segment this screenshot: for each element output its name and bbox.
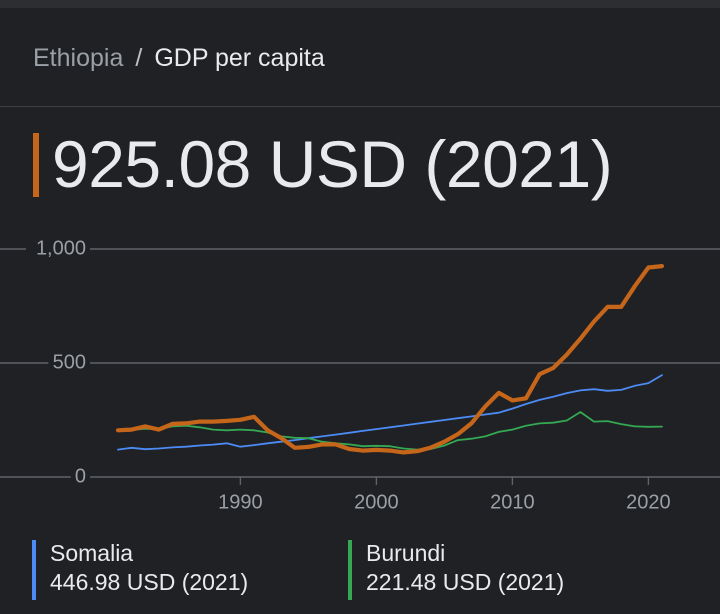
gdp-line-chart[interactable]: 0 500 1,000 1990 2000 2010 2020 bbox=[0, 225, 720, 525]
top-divider bbox=[0, 0, 720, 8]
headline-accent-bar bbox=[33, 133, 39, 197]
x-tick-label-0: 1990 bbox=[218, 491, 263, 513]
legend-name-somalia: Somalia bbox=[50, 540, 134, 566]
y-tick-label-1: 500 bbox=[53, 351, 86, 373]
y-tick-label-bg-0 bbox=[70, 465, 90, 489]
legend-color-somalia bbox=[32, 540, 36, 600]
x-tick-label-1: 2000 bbox=[354, 491, 399, 513]
y-tick-label-bg-2 bbox=[26, 237, 90, 261]
series-line-burundi bbox=[117, 411, 663, 451]
section-divider bbox=[0, 106, 720, 107]
series-line-somalia bbox=[117, 374, 663, 451]
x-tick-label-2: 2010 bbox=[490, 491, 535, 513]
x-tick-label-3: 2020 bbox=[626, 491, 671, 513]
headline-value: 925.08 USD (2021) bbox=[52, 127, 613, 201]
legend-color-burundi bbox=[348, 540, 352, 600]
breadcrumb-separator: / bbox=[135, 44, 143, 72]
y-tick-label-2: 1,000 bbox=[36, 237, 86, 259]
breadcrumb-parent[interactable]: Ethiopia bbox=[33, 44, 124, 72]
legend-value-burundi: 221.48 USD (2021) bbox=[366, 569, 565, 595]
legend-value-somalia: 446.98 USD (2021) bbox=[50, 569, 249, 595]
breadcrumb: Ethiopia / GDP per capita bbox=[33, 40, 325, 76]
y-tick-label-0: 0 bbox=[75, 465, 86, 487]
y-tick-label-bg-1 bbox=[48, 351, 90, 375]
legend-name-burundi: Burundi bbox=[366, 540, 446, 566]
series-line-ethiopia bbox=[115, 264, 665, 455]
breadcrumb-current: GDP per capita bbox=[154, 44, 325, 72]
